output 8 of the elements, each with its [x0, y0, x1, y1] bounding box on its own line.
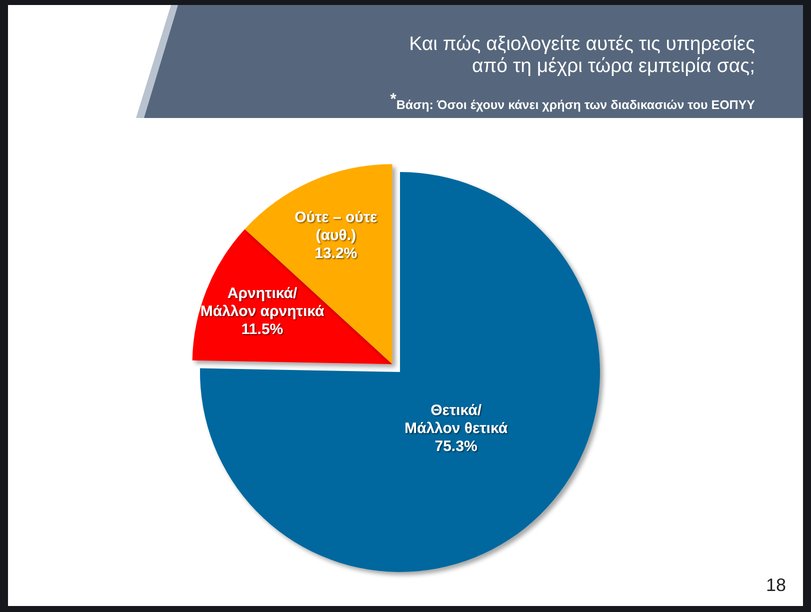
text: 18	[766, 575, 786, 595]
slice-label: Ούτε – ούτε (αυθ.)	[294, 208, 378, 244]
slice-label: Αρνητικά/ Μάλλον αρνητικά	[200, 285, 325, 320]
data-label: 11.5%	[241, 321, 284, 338]
data-label: 75.3%	[434, 438, 478, 456]
slice-label: Θετικά/ Μάλλον θετικά	[404, 402, 508, 438]
data-label: 13.2%	[314, 244, 358, 262]
chart-title: Και πώς αξιολογείτε αυτές τις υπηρεσίες από τη μέχρι τώρα εμπειρία σας;	[409, 33, 755, 77]
